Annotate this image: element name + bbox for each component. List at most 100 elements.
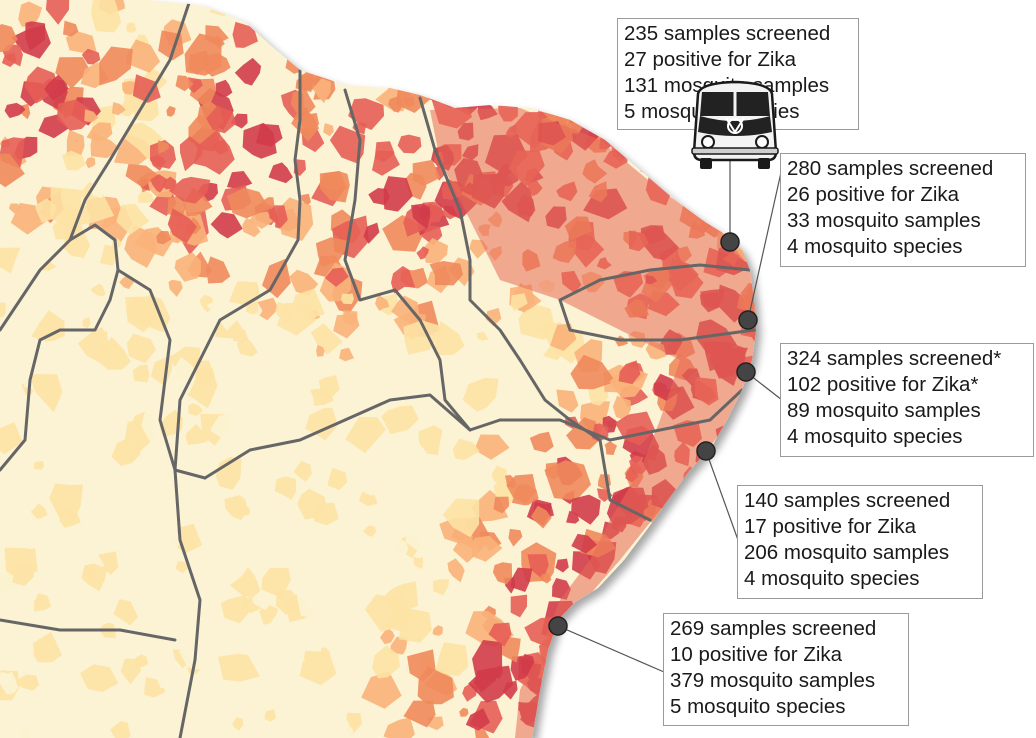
municipality-region [237, 505, 251, 516]
municipality-region [535, 321, 553, 337]
municipality-region [487, 17, 505, 29]
municipality-region [25, 21, 46, 51]
municipality-region [135, 654, 149, 668]
site-marker-3[interactable] [736, 362, 756, 382]
municipality-region [331, 586, 364, 614]
municipality-region [358, 355, 376, 373]
municipality-region [745, 230, 756, 253]
municipality-region [4, 102, 26, 119]
municipality-region [92, 400, 131, 441]
municipality-region [63, 20, 79, 37]
municipality-region [150, 174, 167, 193]
municipality-region [274, 715, 299, 738]
municipality-region [631, 146, 661, 167]
municipality-region [333, 313, 360, 339]
municipality-region [432, 579, 450, 596]
municipality-region [616, 577, 648, 609]
municipality-region [491, 465, 507, 484]
municipality-region [113, 599, 139, 626]
municipality-region [374, 141, 395, 163]
mosquito-samples: 206 mosquito samples [744, 541, 950, 564]
state-borders [0, 0, 756, 738]
municipality-region [82, 317, 91, 329]
municipality-region [45, 0, 70, 25]
municipality-region [215, 456, 242, 490]
samples-screened: 269 samples screened [670, 617, 877, 640]
municipality-region [175, 561, 190, 574]
municipality-region [29, 374, 63, 413]
municipality-region [57, 257, 93, 298]
municipality-region [529, 431, 554, 453]
municipality-region [510, 594, 528, 618]
municipality-region [604, 441, 618, 455]
municipality-region [276, 590, 303, 615]
municipality-region [149, 154, 166, 171]
municipality-region [277, 644, 305, 666]
municipality-region [303, 0, 334, 21]
municipality-region [329, 125, 366, 164]
municipality-region [18, 1, 43, 27]
municipality-region [233, 326, 249, 343]
municipality-region [167, 208, 197, 244]
municipality-region [348, 98, 385, 130]
municipality-region [340, 293, 354, 305]
municipality-region [124, 0, 152, 15]
municipality-region [293, 460, 312, 482]
site-marker-5[interactable] [548, 616, 568, 636]
municipality-region [527, 554, 549, 580]
municipality-region [323, 47, 354, 79]
municipality-region [111, 437, 141, 466]
municipality-region [179, 136, 203, 172]
municipality-region [65, 30, 97, 54]
site-callout-1: 235 samples screened 27 positive for Zik… [617, 18, 859, 130]
municipality-region [210, 413, 238, 439]
municipality-region [652, 0, 683, 16]
municipality-region [125, 163, 159, 188]
municipality-region [316, 344, 325, 357]
municipality-region [0, 302, 8, 318]
municipality-region [34, 593, 52, 612]
municipality-region [372, 345, 407, 373]
municipality-region [93, 638, 110, 660]
municipality-region [633, 694, 664, 715]
site-marker-2[interactable] [738, 310, 758, 330]
municipality-region [327, 467, 348, 490]
municipality-region [270, 0, 300, 18]
municipality-region [24, 66, 59, 104]
municipality-region [116, 203, 150, 235]
site-marker-1[interactable] [720, 232, 740, 252]
municipality-region [374, 60, 391, 73]
samples-screened: 235 samples screened [624, 22, 831, 45]
municipality-region [378, 8, 426, 47]
municipality-region [266, 349, 296, 377]
municipality-region [126, 22, 137, 33]
municipality-region [256, 123, 283, 147]
municipality-region [351, 44, 368, 61]
municipality-region [50, 528, 87, 565]
municipality-region [625, 593, 647, 616]
site-marker-4[interactable] [696, 441, 716, 461]
municipality-region [388, 95, 403, 113]
municipality-region [719, 200, 744, 227]
municipality-region [276, 197, 314, 241]
municipality-region [746, 230, 756, 258]
mosquito-species: 4 mosquito species [787, 425, 963, 448]
municipality-region [471, 535, 503, 562]
municipality-region [639, 539, 676, 573]
municipality-region [261, 567, 291, 598]
municipality-region [737, 418, 756, 458]
municipality-region [659, 593, 670, 605]
leader-line-4 [705, 450, 739, 541]
municipality-region [267, 381, 295, 415]
van-icon [691, 80, 779, 169]
municipality-region [44, 74, 69, 101]
municipality-region [738, 393, 756, 431]
municipality-region [520, 75, 544, 98]
municipality-region [566, 417, 601, 450]
municipality-region [242, 451, 265, 473]
municipality-region [368, 188, 390, 206]
municipality-region [80, 664, 119, 692]
positive-for-zika: 10 positive for Zika [670, 643, 843, 666]
municipality-region [77, 325, 109, 364]
municipality-region [132, 74, 161, 103]
